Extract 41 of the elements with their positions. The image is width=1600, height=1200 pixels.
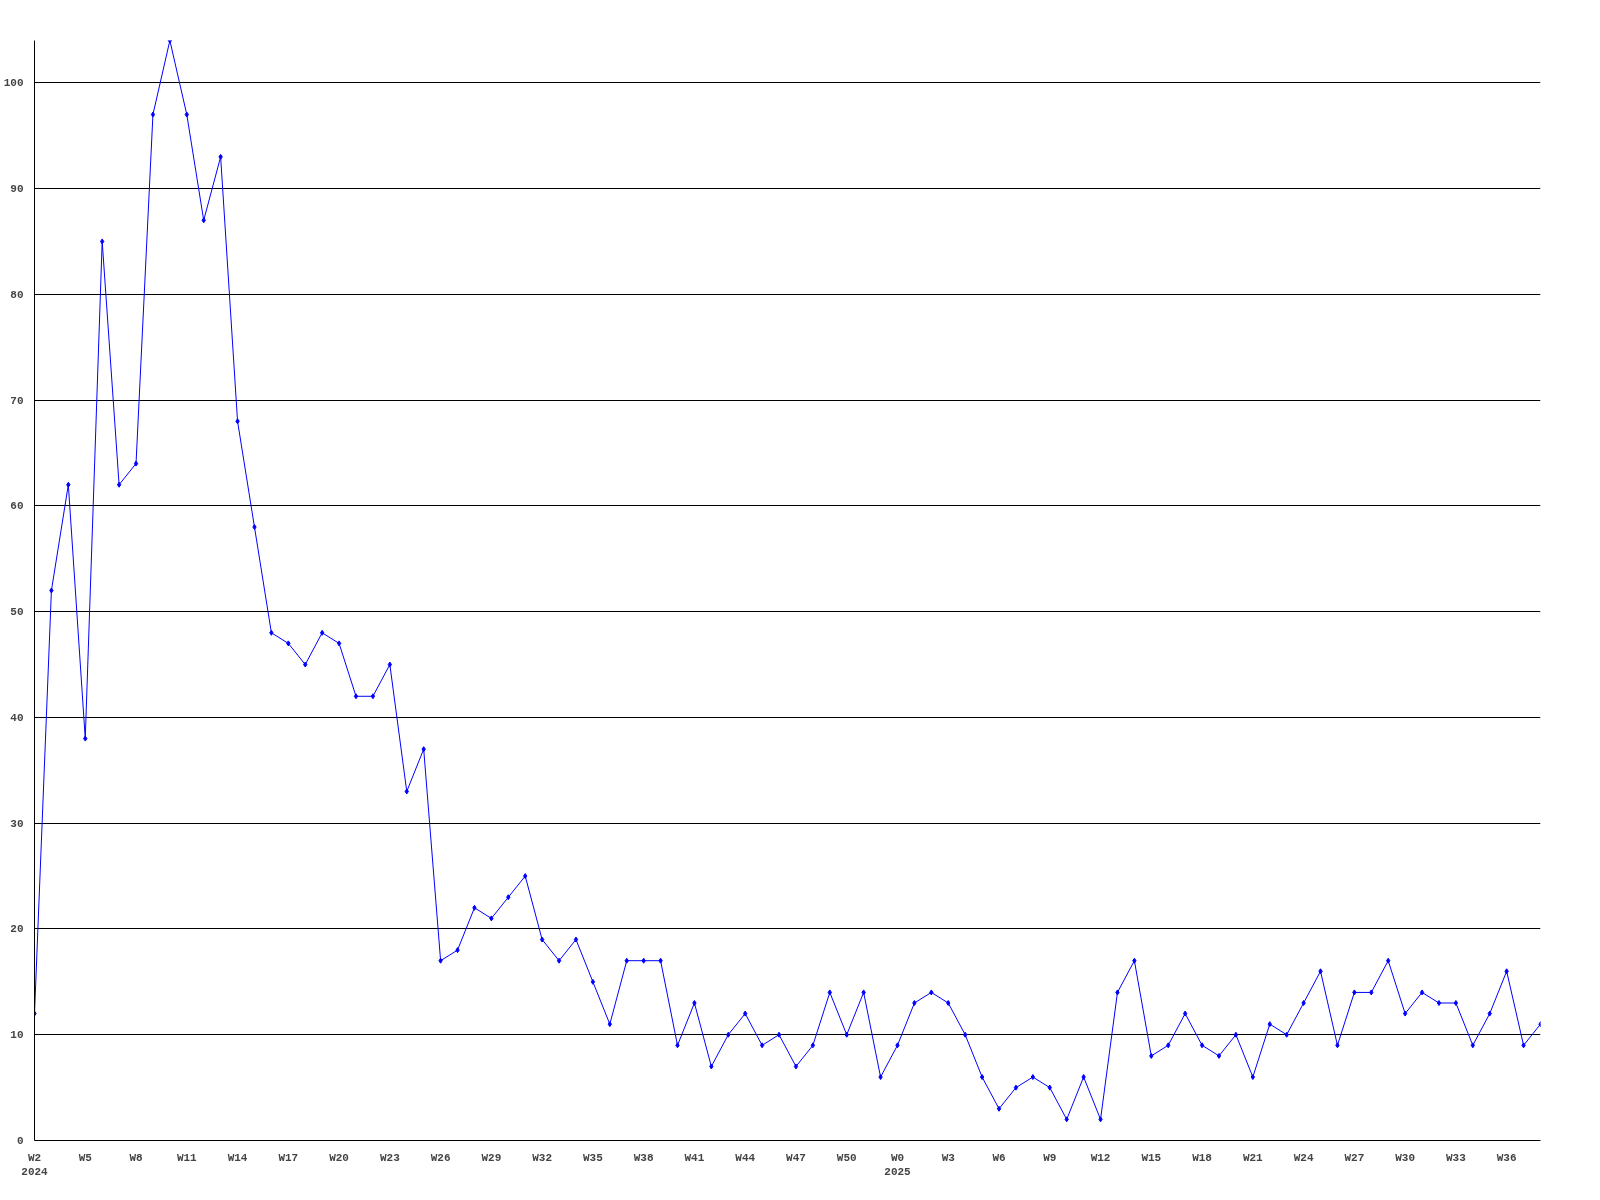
x-tick-label: W29 (481, 1151, 502, 1164)
y-tick-label: 40 (10, 711, 24, 724)
x-tick-label: W21 (1242, 1151, 1264, 1164)
x-tick-label: W14 (227, 1151, 248, 1164)
y-tick-label: 60 (10, 500, 24, 513)
x-tick-label: W11 (176, 1151, 198, 1164)
x-tick-label: W12 (1090, 1151, 1111, 1164)
x-tick-label: W5 (78, 1151, 93, 1164)
x-tick-label: W38 (633, 1151, 654, 1164)
y-tick-label: 20 (10, 923, 24, 936)
x-tick-label: W33 (1445, 1151, 1467, 1164)
x-tick-label: W15 (1141, 1151, 1162, 1164)
x-tick-label: W32 (532, 1151, 553, 1164)
x-tick-label: W0 2025 (884, 1151, 912, 1178)
x-tick-label: W27 (1344, 1151, 1365, 1164)
y-tick-label: 70 (10, 394, 24, 407)
x-tick-label: W41 (684, 1151, 705, 1164)
y-tick-label: 80 (10, 288, 24, 301)
x-tick-label: W20 (329, 1151, 349, 1164)
x-tick-label: W17 (278, 1151, 299, 1164)
x-tick-label: W6 (992, 1151, 1006, 1164)
y-tick-label: 90 (10, 183, 24, 196)
y-tick-label: 10 (10, 1029, 24, 1042)
x-tick-label: W47 (786, 1151, 806, 1164)
x-tick-label: W50 (836, 1151, 857, 1164)
y-tick-label: 100 (3, 77, 24, 90)
x-tick-label: W23 (379, 1151, 401, 1164)
y-tick-label: 50 (10, 606, 24, 619)
x-tick-label: W35 (583, 1151, 604, 1164)
x-tick-label: W24 (1293, 1151, 1314, 1164)
x-tick-label: W18 (1192, 1151, 1213, 1164)
y-tick-label: 30 (10, 817, 24, 830)
x-tick-label: W44 (735, 1151, 756, 1164)
x-tick-label: W30 (1395, 1151, 1416, 1164)
x-tick-label: W8 (129, 1151, 144, 1164)
x-tick-label: W36 (1496, 1151, 1517, 1164)
x-tick-label: W26 (430, 1151, 451, 1164)
y-tick-label: 0 (16, 1135, 24, 1147)
x-tick-label: W2 2024 (21, 1151, 49, 1178)
x-tick-label: W3 (941, 1151, 956, 1164)
x-tick-label: W9 (1043, 1151, 1057, 1164)
